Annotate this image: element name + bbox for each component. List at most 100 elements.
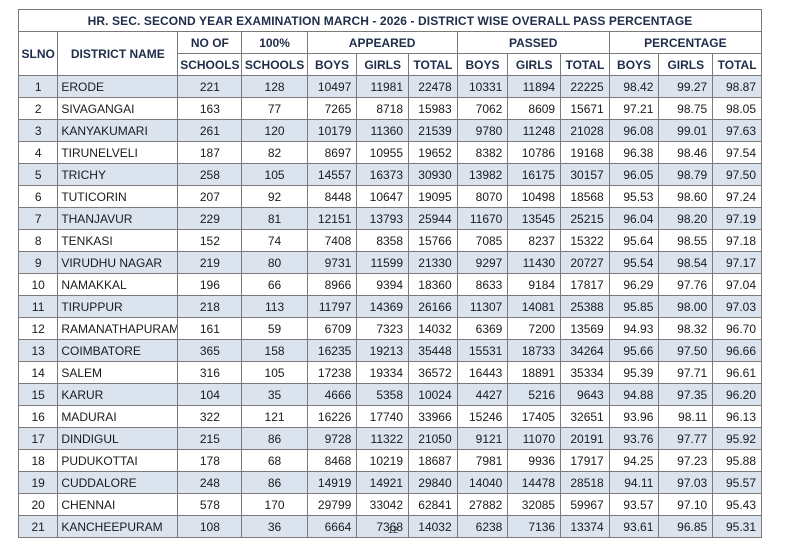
cell-passed-boys: 15531 — [456, 339, 509, 362]
cell-passed-total: 15322 — [560, 229, 610, 252]
cell-appeared-boys: 16226 — [306, 405, 358, 428]
cell-passed-total: 59967 — [560, 493, 610, 516]
table-row: 17 DINDIGUL 215 86 9728 11322 21050 9121 11070 20… — [17, 427, 762, 450]
cell-passed-girls: 16175 — [507, 163, 562, 186]
cell-slno: 18 — [17, 449, 59, 472]
cell-pct-boys: 93.76 — [608, 427, 660, 450]
cell-slno: 13 — [17, 339, 59, 362]
cell-appeared-girls: 7323 — [356, 317, 410, 340]
cell-appeared-boys: 8468 — [306, 449, 358, 472]
cell-appeared-total: 19095 — [408, 185, 458, 208]
cell-district: NAMAKKAL — [57, 273, 179, 296]
cell-pct-boys: 94.11 — [608, 471, 660, 494]
cell-pct-boys: 93.96 — [608, 405, 660, 428]
cell-full-schools: 81 — [241, 207, 308, 230]
cell-full-schools: 121 — [241, 405, 308, 428]
cell-passed-boys: 9297 — [456, 251, 509, 274]
cell-appeared-girls: 11360 — [356, 119, 410, 142]
cell-full-schools: 113 — [241, 295, 308, 318]
cell-pct-total: 98.05 — [712, 97, 762, 120]
cell-pct-total: 97.63 — [712, 119, 762, 142]
cell-district: DINDIGUL — [57, 427, 179, 450]
cell-pct-total: 96.66 — [712, 339, 762, 362]
passed-girls-header: GIRLS — [507, 53, 562, 76]
table-row: 9 VIRUDHU NAGAR 219 80 9731 11599 21330 9297 114… — [17, 251, 762, 274]
cell-district: KANYAKUMARI — [57, 119, 179, 142]
table-row: 8 TENKASI 152 74 7408 8358 15766 7085 8237 15322 9… — [17, 229, 762, 252]
cell-passed-girls: 10786 — [507, 141, 562, 164]
cell-schools: 104 — [177, 383, 243, 406]
cell-passed-boys: 11307 — [456, 295, 509, 318]
cell-passed-total: 32651 — [560, 405, 610, 428]
cell-appeared-boys: 7265 — [306, 97, 358, 120]
cell-district: CHENNAI — [57, 493, 179, 516]
cell-passed-girls: 5216 — [507, 383, 562, 406]
cell-appeared-girls: 19213 — [356, 339, 410, 362]
cell-pct-girls: 98.11 — [658, 405, 714, 428]
cell-pct-total: 96.61 — [712, 361, 762, 384]
cell-pct-girls: 98.60 — [658, 185, 714, 208]
cell-passed-total: 17817 — [560, 273, 610, 296]
cell-full-schools: 86 — [241, 471, 308, 494]
table-title: HR. SEC. SECOND YEAR EXAMINATION MARCH -… — [18, 9, 762, 32]
table-row: 20 CHENNAI 578 170 29799 33042 62841 27882 32085… — [17, 493, 762, 516]
cell-passed-girls: 7136 — [507, 515, 562, 538]
cell-passed-girls: 9184 — [507, 273, 562, 296]
cell-appeared-boys: 14919 — [306, 471, 358, 494]
cell-appeared-boys: 11797 — [306, 295, 358, 318]
table-row: 11 TIRUPPUR 218 113 11797 14369 26166 11307 1408… — [17, 295, 762, 318]
cell-pct-boys: 98.42 — [608, 75, 660, 98]
cell-full-schools: 66 — [241, 273, 308, 296]
cell-schools: 215 — [177, 427, 243, 450]
cell-appeared-girls: 8718 — [356, 97, 410, 120]
pass-percentage-table: HR. SEC. SECOND YEAR EXAMINATION MARCH -… — [17, 9, 763, 538]
cell-passed-boys: 7062 — [456, 97, 509, 120]
cell-passed-total: 21028 — [560, 119, 610, 142]
cell-passed-girls: 8237 — [507, 229, 562, 252]
cell-passed-total: 13569 — [560, 317, 610, 340]
cell-appeared-total: 35448 — [408, 339, 458, 362]
cell-appeared-girls: 10647 — [356, 185, 410, 208]
cell-slno: 7 — [17, 207, 59, 230]
cell-full-schools: 59 — [241, 317, 308, 340]
cell-appeared-total: 15766 — [408, 229, 458, 252]
cell-district: CUDDALORE — [57, 471, 179, 494]
cell-appeared-boys: 9731 — [306, 251, 358, 274]
cell-full-schools: 92 — [241, 185, 308, 208]
table-row: 18 PUDUKOTTAI 178 68 8468 10219 18687 7981 9936 1… — [17, 449, 762, 472]
cell-appeared-total: 21539 — [408, 119, 458, 142]
table-row: 3 KANYAKUMARI 261 120 10179 11360 21539 9780 112… — [17, 119, 762, 142]
cell-district: VIRUDHU NAGAR — [57, 251, 179, 274]
table-row: 4 TIRUNELVELI 187 82 8697 10955 19652 8382 10786… — [17, 141, 762, 164]
cell-slno: 10 — [17, 273, 59, 296]
cell-full-schools: 105 — [241, 163, 308, 186]
cell-pct-total: 95.92 — [712, 427, 762, 450]
cell-pct-total: 97.03 — [712, 295, 762, 318]
cell-appeared-total: 29840 — [408, 471, 458, 494]
table-row: 1 ERODE 221 128 10497 11981 22478 10331 11894 222… — [17, 75, 762, 98]
cell-appeared-boys: 4666 — [306, 383, 358, 406]
cell-full-schools: 68 — [241, 449, 308, 472]
cell-appeared-girls: 7368 — [356, 515, 410, 538]
percentage-header: PERCENTAGE — [608, 31, 763, 54]
cell-appeared-total: 62841 — [408, 493, 458, 516]
cell-appeared-total: 19652 — [408, 141, 458, 164]
cell-schools: 163 — [177, 97, 243, 120]
cell-pct-boys: 95.85 — [608, 295, 660, 318]
table-row: 14 SALEM 316 105 17238 19334 36572 16443 18891 35… — [17, 361, 762, 384]
cell-pct-boys: 95.66 — [608, 339, 660, 362]
cell-slno: 16 — [17, 405, 59, 428]
cell-district: KANCHEEPURAM — [57, 515, 179, 538]
cell-pct-total: 97.24 — [712, 185, 762, 208]
cell-passed-girls: 10498 — [507, 185, 562, 208]
cell-passed-total: 22225 — [560, 75, 610, 98]
cell-passed-boys: 11670 — [456, 207, 509, 230]
table-row: 21 KANCHEEPURAM 108 36 6664 7368 14032 6238 7136… — [17, 515, 762, 538]
cell-district: TUTICORIN — [57, 185, 179, 208]
cell-schools: 219 — [177, 251, 243, 274]
cell-passed-boys: 14040 — [456, 471, 509, 494]
cell-schools: 248 — [177, 471, 243, 494]
cell-passed-boys: 4427 — [456, 383, 509, 406]
cell-appeared-girls: 14921 — [356, 471, 410, 494]
cell-appeared-girls: 10955 — [356, 141, 410, 164]
